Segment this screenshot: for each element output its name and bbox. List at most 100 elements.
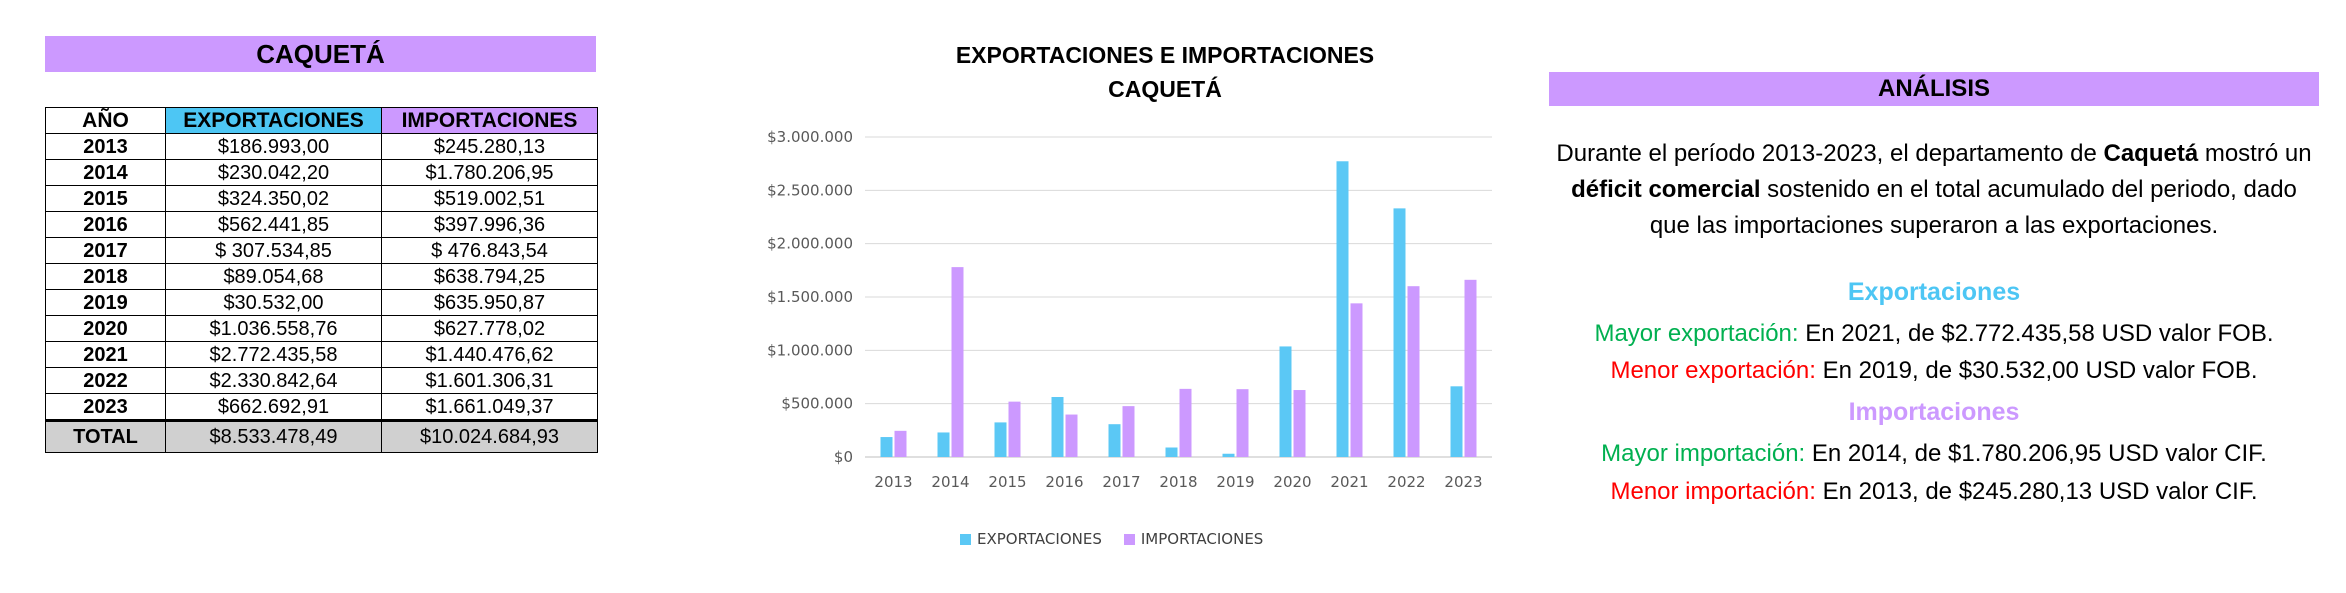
y-tick-label: $2.000.000 (767, 235, 853, 253)
header-imports: IMPORTACIONES (381, 107, 598, 134)
y-tick-label: $1.500.000 (767, 288, 853, 306)
row-year: 2016 (45, 211, 166, 238)
table-row: 2018 $89.054,68 $638.794,25 (45, 263, 598, 290)
table-title: CAQUETÁ (45, 36, 596, 72)
bar-imports-2016 (1065, 414, 1078, 457)
x-tick-label: 2014 (931, 473, 969, 491)
trade-table: AÑO EXPORTACIONES IMPORTACIONES 2013 $186… (45, 107, 598, 453)
row-exports: $186.993,00 (165, 133, 382, 160)
total-exports: $8.533.478,49 (165, 419, 382, 453)
min-import-label: Menor importación: (1610, 478, 1816, 505)
row-year: 2015 (45, 185, 166, 212)
table-row: 2014 $230.042,20 $1.780.206,95 (45, 159, 598, 186)
y-tick-label: $500.000 (781, 395, 853, 413)
row-year: 2020 (45, 315, 166, 342)
row-year: 2021 (45, 341, 166, 368)
y-tick-label: $0 (834, 448, 853, 466)
total-label: TOTAL (45, 419, 166, 453)
row-exports: $662.692,91 (165, 393, 382, 421)
analysis-title: ANÁLISIS (1549, 72, 2319, 106)
analysis-text-1: Durante el período 2013-2023, el departa… (1556, 140, 2104, 167)
row-imports: $1.601.306,31 (381, 367, 598, 394)
row-exports: $1.036.558,76 (165, 315, 382, 342)
total-imports: $10.024.684,93 (381, 419, 598, 453)
min-import-text: En 2013, de $245.280,13 USD valor CIF. (1815, 478, 2258, 505)
x-tick-label: 2013 (874, 473, 912, 491)
x-tick-label: 2023 (1444, 473, 1482, 491)
bar-exports-2020 (1279, 346, 1292, 457)
row-year: 2018 (45, 263, 166, 290)
bar-chart: $0 $500.000 $1.000.000 $1.500.000 $2.000.000… (767, 128, 1492, 491)
x-tick-label: 2019 (1216, 473, 1254, 491)
chart-title-line1: EXPORTACIONES E IMPORTACIONES (955, 42, 1375, 68)
row-imports: $397.996,36 (381, 211, 598, 238)
table-body: 2013 $186.993,00 $245.280,13 2014 $230.042,2… (45, 133, 598, 421)
row-imports: $638.794,25 (381, 263, 598, 290)
x-tick-label: 2022 (1387, 473, 1425, 491)
bar-exports-2015 (994, 422, 1007, 457)
row-exports: $562.441,85 (165, 211, 382, 238)
bar-imports-2013 (894, 430, 907, 457)
x-tick-label: 2015 (988, 473, 1026, 491)
row-exports: $324.350,02 (165, 185, 382, 212)
row-imports: $1.440.476,62 (381, 341, 598, 368)
bar-imports-2022 (1407, 286, 1420, 457)
legend-item-exports: EXPORTACIONES (960, 530, 1102, 548)
row-year: 2022 (45, 367, 166, 394)
row-exports: $89.054,68 (165, 263, 382, 290)
legend-swatch-imports (1123, 533, 1135, 545)
x-tick-label: 2016 (1045, 473, 1083, 491)
max-import-label: Mayor importación: (1601, 440, 1806, 467)
max-export-line: Mayor exportación: En 2021, de $2.772.43… (1549, 320, 2319, 348)
bar-exports-2022 (1393, 208, 1406, 457)
row-imports: $245.280,13 (381, 133, 598, 160)
analysis-text-3: sostenido en el total acumulado del peri… (1649, 176, 2297, 239)
row-exports: $2.772.435,58 (165, 341, 382, 368)
max-export-text: En 2021, de $2.772.435,58 USD valor FOB. (1798, 320, 2274, 347)
row-imports: $ 476.843,54 (381, 237, 598, 264)
row-year: 2014 (45, 159, 166, 186)
y-tick-label: $3.000.000 (767, 128, 853, 146)
table-row: 2021 $2.772.435,58 $1.440.476,62 (45, 341, 598, 368)
bar-exports-2013 (880, 437, 893, 457)
chart-title: EXPORTACIONES E IMPORTACIONES CAQUETÁ (855, 38, 1475, 106)
row-imports: $1.780.206,95 (381, 159, 598, 186)
header-year: AÑO (45, 107, 166, 134)
table-row: 2016 $562.441,85 $397.996,36 (45, 211, 598, 238)
bar-exports-2014 (937, 432, 950, 457)
row-year: 2023 (45, 393, 166, 421)
bar-exports-2021 (1336, 161, 1349, 457)
bar-imports-2021 (1350, 303, 1363, 457)
chart-legend: EXPORTACIONES IMPORTACIONES (960, 530, 1263, 548)
table-row: 2019 $30.532,00 $635.950,87 (45, 289, 598, 316)
row-year: 2013 (45, 133, 166, 160)
x-tick-label: 2018 (1159, 473, 1197, 491)
min-import-line: Menor importación: En 2013, de $245.280,… (1549, 478, 2319, 506)
bar-exports-2017 (1108, 424, 1121, 457)
legend-label-exports: EXPORTACIONES (977, 530, 1102, 548)
bar-imports-2017 (1122, 406, 1135, 457)
table-row: 2020 $1.036.558,76 $627.778,02 (45, 315, 598, 342)
imports-heading: Importaciones (1848, 398, 2020, 426)
row-imports: $635.950,87 (381, 289, 598, 316)
legend-swatch-exports (960, 533, 971, 545)
legend-item-imports: IMPORTACIONES (1123, 530, 1263, 548)
row-imports: $627.778,02 (381, 315, 598, 342)
row-imports: $1.661.049,37 (381, 393, 598, 421)
table-total-row: TOTAL $8.533.478,49 $10.024.684,93 (45, 419, 598, 453)
x-tick-label: 2020 (1273, 473, 1311, 491)
bar-imports-2014 (951, 267, 964, 457)
header-exports: EXPORTACIONES (165, 107, 382, 134)
analysis-text-2: mostró un (2198, 140, 2312, 167)
x-tick-label: 2017 (1102, 473, 1140, 491)
y-tick-label: $1.000.000 (767, 341, 853, 359)
table-row: 2017 $ 307.534,85 $ 476.843,54 (45, 237, 598, 264)
bar-exports-2023 (1450, 386, 1463, 457)
table-row: 2013 $186.993,00 $245.280,13 (45, 133, 598, 160)
exports-heading: Exportaciones (1847, 278, 2021, 306)
row-year: 2017 (45, 237, 166, 264)
row-exports: $230.042,20 (165, 159, 382, 186)
x-tick-label: 2021 (1330, 473, 1368, 491)
bar-imports-2015 (1008, 401, 1021, 457)
bar-exports-2019 (1222, 453, 1235, 457)
